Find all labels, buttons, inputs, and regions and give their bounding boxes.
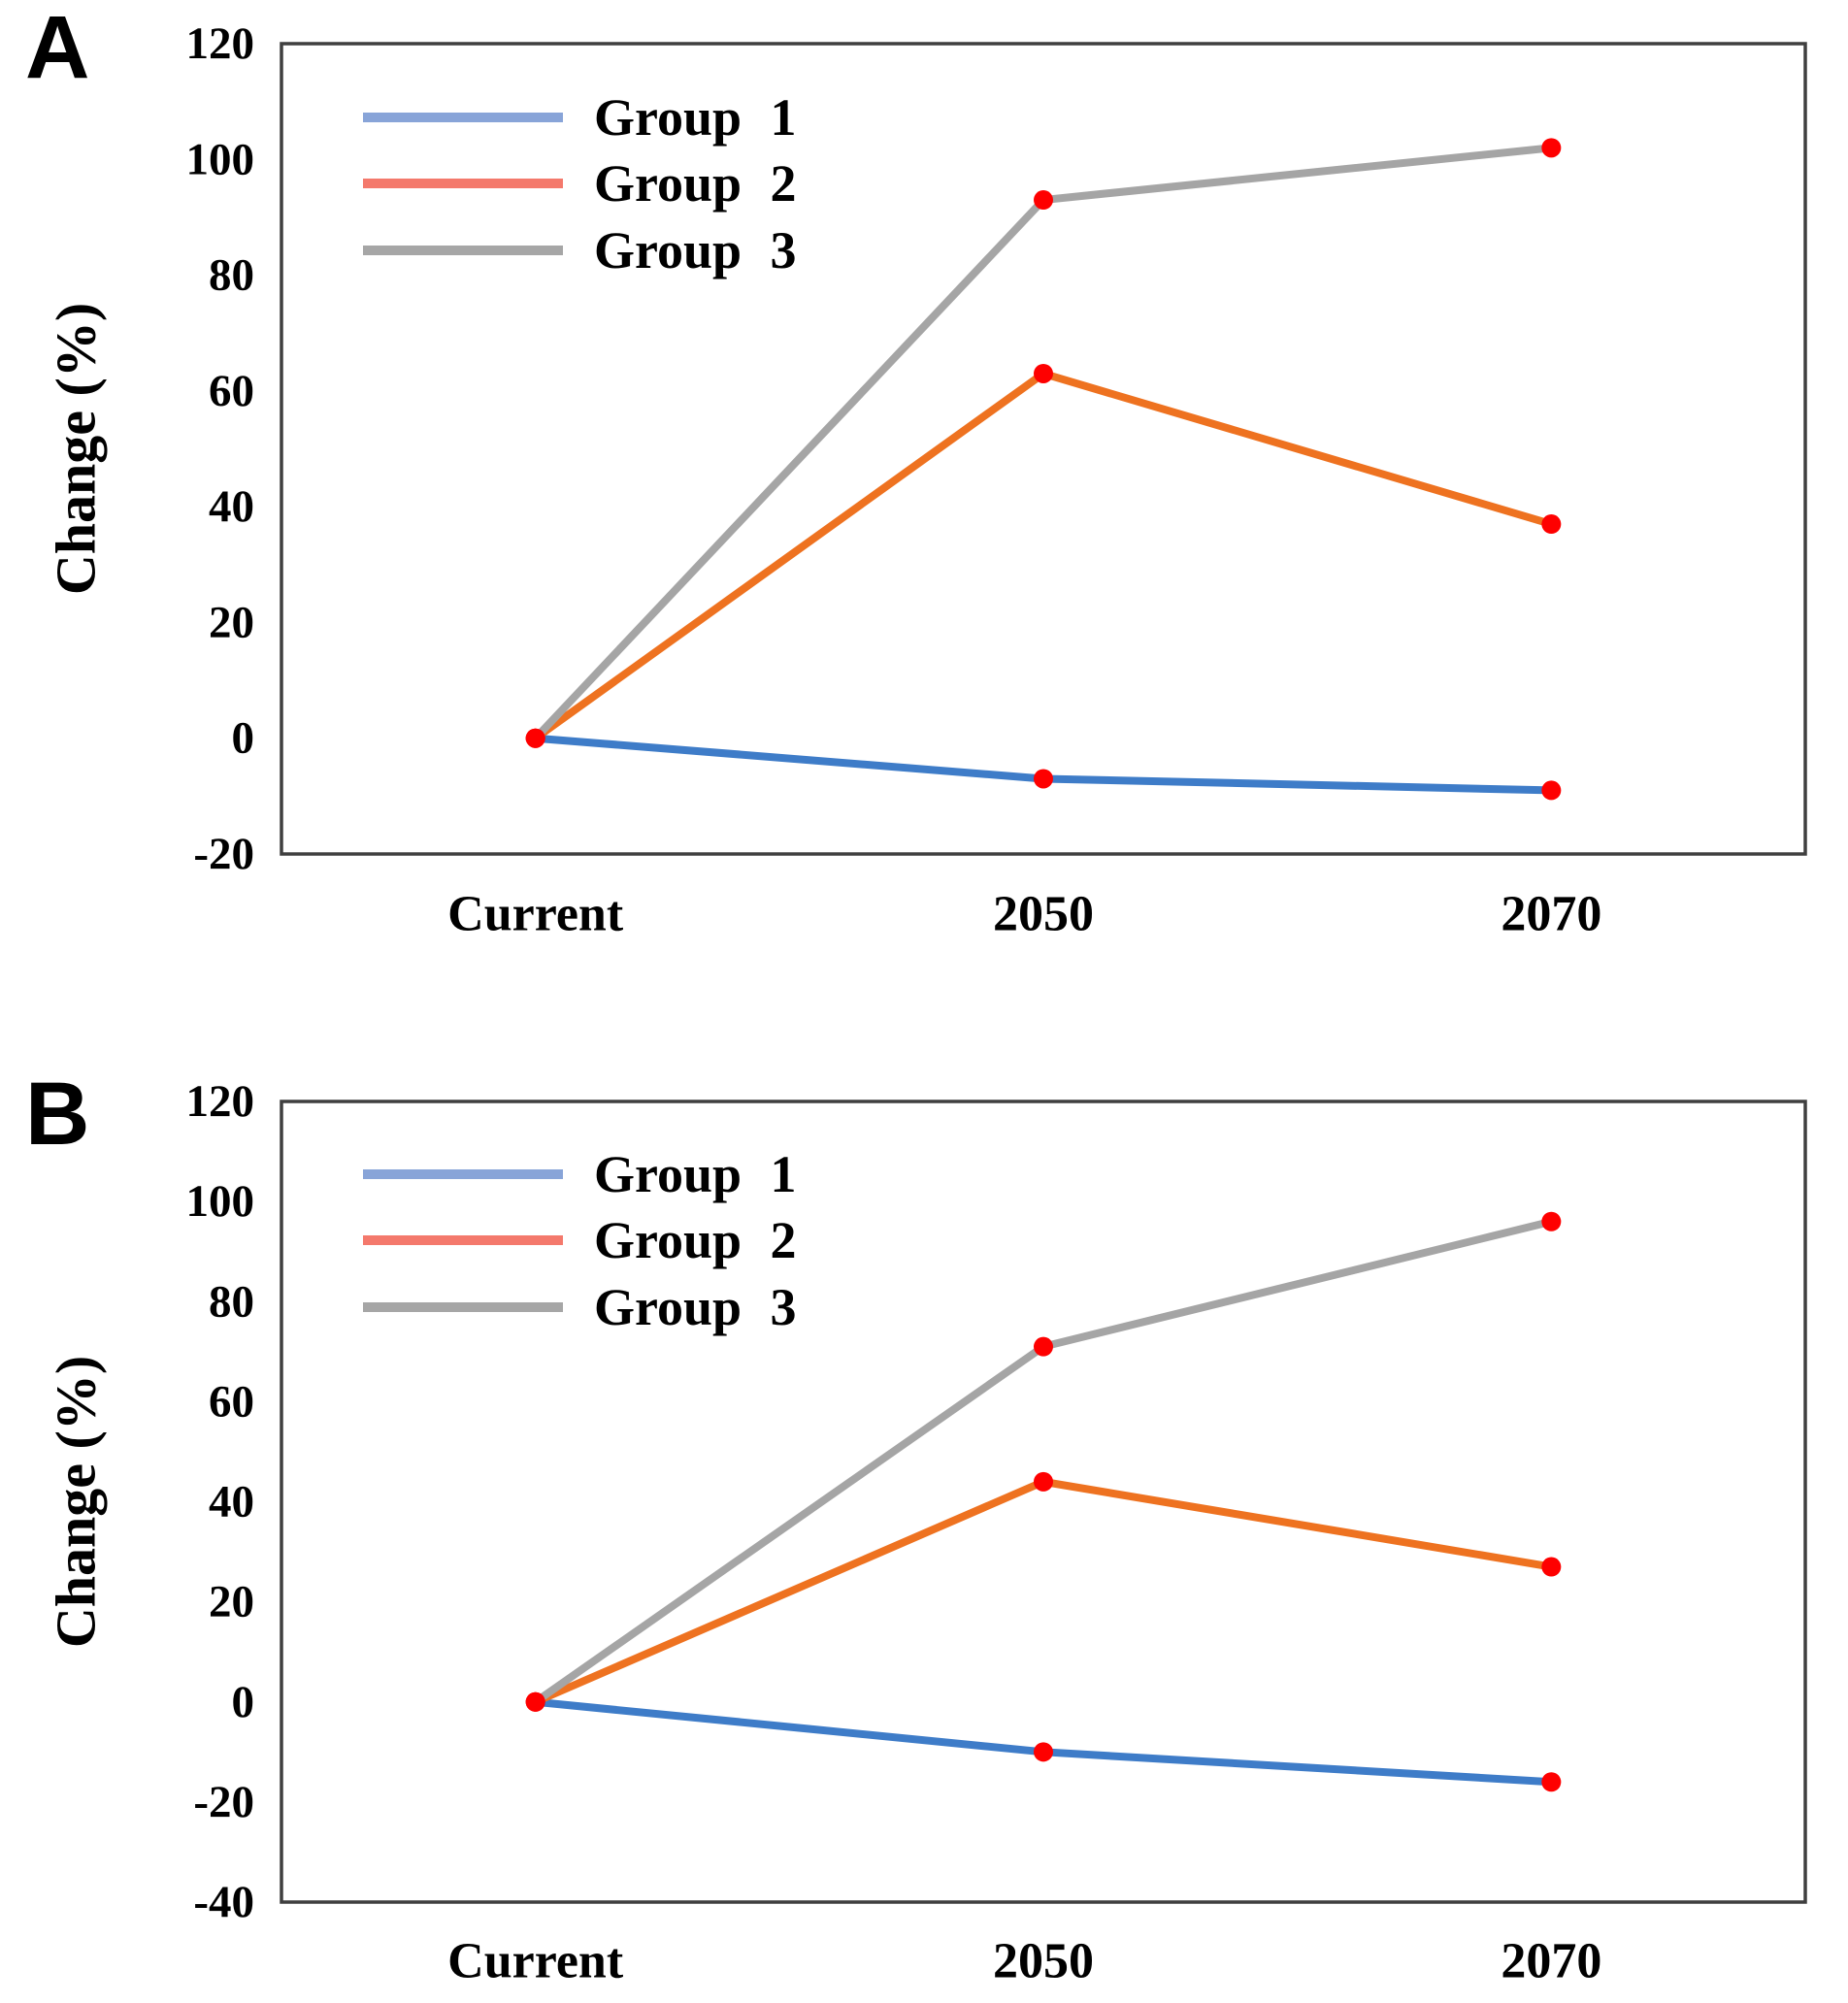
legend-label-group-3: Group 3 <box>594 221 797 279</box>
data-point-group-3-2050 <box>1034 190 1053 211</box>
y-tick-label: 20 <box>209 1577 254 1627</box>
y-tick-label: 100 <box>186 1176 255 1227</box>
plot-border <box>280 1100 1807 1904</box>
data-point-group-3-current <box>525 1691 545 1712</box>
legend-label-group-3: Group 3 <box>594 1278 797 1336</box>
data-point-group-3-2050 <box>1034 1336 1053 1357</box>
y-tick-label: 40 <box>209 1477 254 1527</box>
y-tick-label: -40 <box>193 1877 254 1927</box>
y-tick-label: 80 <box>209 1276 254 1327</box>
y-tick-label: 120 <box>186 1076 255 1127</box>
x-category-label-2050: 2050 <box>993 887 1094 942</box>
data-point-group-1-2070 <box>1541 780 1562 801</box>
y-axis-title: Change (%) <box>45 1356 108 1648</box>
x-category-label-2070: 2070 <box>1501 887 1601 942</box>
x-category-label-2050: 2050 <box>993 1934 1094 1989</box>
chart-panel-a: A 120 100 80 60 40 20 0 -20 Change (%) Current 2050… <box>25 0 1807 942</box>
data-point-group-2-2050 <box>1034 363 1053 383</box>
legend-label-group-2: Group 2 <box>594 154 797 213</box>
data-point-group-3-2070 <box>1541 138 1562 158</box>
legend-label-group-1: Group 1 <box>594 1145 797 1203</box>
data-point-group-2-2050 <box>1034 1471 1053 1492</box>
data-point-group-3-2070 <box>1541 1211 1562 1231</box>
panel-label-a: A <box>25 0 88 97</box>
x-category-label-2070: 2070 <box>1501 1934 1601 1989</box>
y-tick-label: 80 <box>209 250 254 301</box>
chart-panel-b: B 120 100 80 60 40 20 0 -20 -40 Change (%) Current 2… <box>25 1065 1807 1989</box>
y-tick-label: 60 <box>209 366 254 416</box>
y-tick-label: 60 <box>209 1376 254 1427</box>
y-tick-label: 120 <box>186 18 255 69</box>
data-point-group-1-2050 <box>1034 1742 1053 1762</box>
plot-border <box>280 42 1807 856</box>
x-category-label-current: Current <box>447 1934 624 1989</box>
y-tick-label: -20 <box>193 1777 254 1827</box>
y-tick-label: 100 <box>186 134 255 184</box>
x-category-label-current: Current <box>447 887 624 942</box>
y-tick-label: 0 <box>232 713 255 764</box>
data-point-group-3-current <box>525 728 545 748</box>
legend-label-group-1: Group 1 <box>594 88 797 147</box>
panel-label-b: B <box>25 1065 87 1164</box>
data-point-group-1-2050 <box>1034 769 1053 789</box>
y-tick-label: 40 <box>209 481 254 532</box>
data-point-group-1-2070 <box>1541 1772 1562 1792</box>
series-line-group-1 <box>535 1697 1552 1787</box>
y-tick-label: 20 <box>209 597 254 647</box>
y-tick-label: -20 <box>193 829 254 879</box>
y-axis-title: Change (%) <box>45 303 108 595</box>
data-point-group-2-2070 <box>1541 1557 1562 1577</box>
series-line-group-2 <box>533 369 1553 741</box>
legend-label-group-2: Group 2 <box>594 1211 797 1269</box>
data-point-group-2-2070 <box>1541 514 1562 535</box>
y-tick-label: 0 <box>232 1677 255 1727</box>
